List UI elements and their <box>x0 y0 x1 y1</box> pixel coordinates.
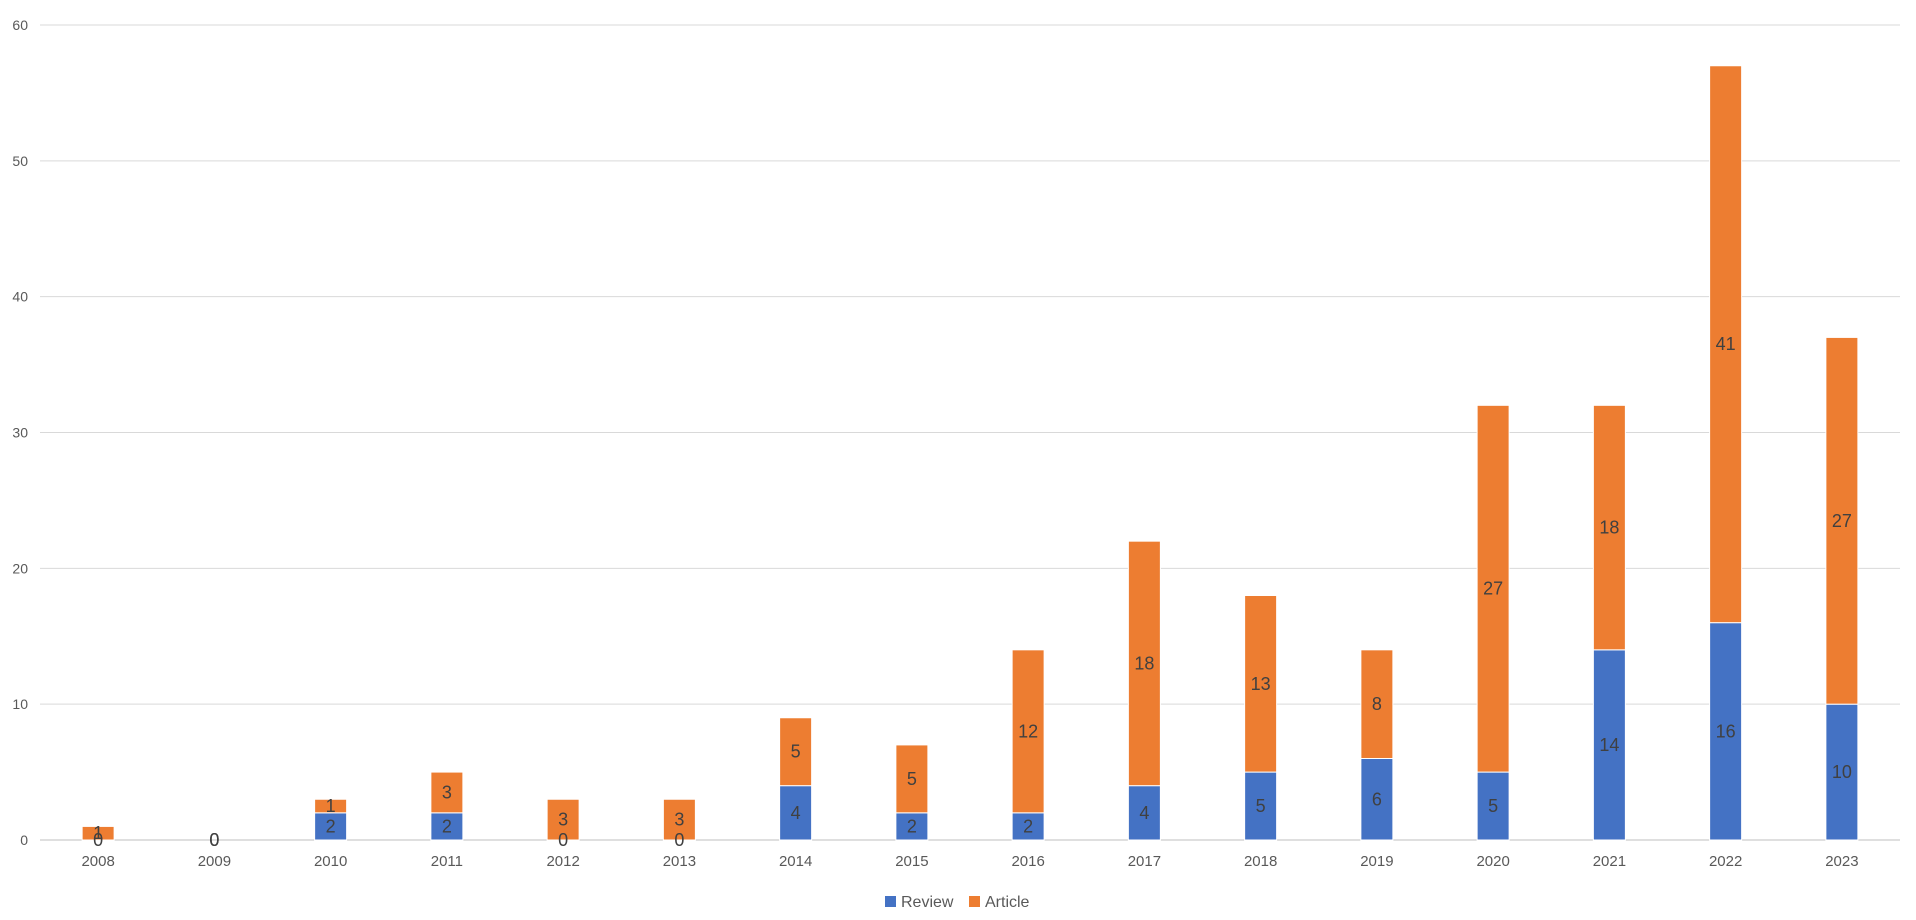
x-tick-label: 2023 <box>1825 853 1858 870</box>
bar-article-2022 <box>1709 65 1743 624</box>
data-label-review-2011: 2 <box>442 816 452 836</box>
y-tick-label: 10 <box>12 696 28 712</box>
x-tick-label: 2021 <box>1593 853 1626 870</box>
legend: Review Article <box>885 894 1030 911</box>
data-label-review-2014: 4 <box>791 803 801 823</box>
data-label-review-2022: 16 <box>1716 721 1736 741</box>
bars <box>81 65 1859 841</box>
bar-article-2010 <box>314 798 348 814</box>
data-label-review-2013: 0 <box>674 830 684 850</box>
data-label-article-2023: 27 <box>1832 511 1852 531</box>
data-label-review-2015: 2 <box>907 816 917 836</box>
legend-swatch-review <box>885 896 896 907</box>
x-tick-label: 2014 <box>779 853 812 870</box>
bar-article-2019 <box>1360 649 1394 759</box>
y-axis: 0 10 20 30 40 50 60 <box>12 17 28 848</box>
data-label-article-2012: 3 <box>558 810 568 830</box>
data-label-review-2019: 6 <box>1372 789 1382 809</box>
bar-review-2015 <box>895 812 929 841</box>
bar-article-2023 <box>1825 336 1859 705</box>
bar-review-2021 <box>1592 649 1626 841</box>
bar-review-2016 <box>1011 812 1045 841</box>
data-label-review-2008: 0 <box>93 830 103 850</box>
y-tick-label: 20 <box>12 560 28 576</box>
x-axis: 2008 2009 2010 2011 2012 2013 2014 2015 2016 2017… <box>81 853 1858 870</box>
data-label-review-2023: 10 <box>1832 762 1852 782</box>
y-tick-label: 40 <box>12 289 28 305</box>
bar-article-2018 <box>1244 595 1278 773</box>
data-label-article-2015: 5 <box>907 769 917 789</box>
bar-article-2020 <box>1476 404 1510 773</box>
data-label-review-2016: 2 <box>1023 816 1033 836</box>
data-label-article-2018: 13 <box>1251 674 1271 694</box>
data-label-article-2016: 12 <box>1018 721 1038 741</box>
x-tick-label: 2010 <box>314 853 347 870</box>
x-tick-label: 2019 <box>1360 853 1393 870</box>
bar-article-2014 <box>779 717 813 787</box>
data-label-review-2021: 14 <box>1599 735 1619 755</box>
data-label-article-2010: 1 <box>326 796 336 816</box>
data-label-review-2010: 2 <box>326 816 336 836</box>
data-label-article-2022: 41 <box>1716 334 1736 354</box>
data-label-article-2009: 0 <box>209 830 219 850</box>
bar-article-2017 <box>1127 540 1161 787</box>
gridlines <box>40 24 1900 841</box>
data-label-article-2017: 18 <box>1134 653 1154 673</box>
x-tick-label: 2016 <box>1011 853 1044 870</box>
y-tick-label: 0 <box>20 832 28 848</box>
bar-review-2018 <box>1244 771 1278 841</box>
data-label-article-2011: 3 <box>442 782 452 802</box>
bar-review-2022 <box>1709 622 1743 841</box>
legend-label-review: Review <box>901 894 954 911</box>
bar-review-2014 <box>779 785 813 841</box>
bar-article-2015 <box>895 744 929 814</box>
bar-review-2011 <box>430 812 464 841</box>
data-label-article-2013: 3 <box>674 810 684 830</box>
data-label-article-2014: 5 <box>791 742 801 762</box>
x-tick-label: 2011 <box>431 853 463 870</box>
x-tick-label: 2013 <box>663 853 696 870</box>
x-tick-label: 2008 <box>81 853 114 870</box>
data-label-review-2020: 5 <box>1488 796 1498 816</box>
data-label-article-2021: 18 <box>1599 518 1619 538</box>
bar-article-2011 <box>430 771 464 814</box>
bar-article-2008 <box>81 825 115 841</box>
x-tick-label: 2018 <box>1244 853 1277 870</box>
bar-article-2021 <box>1592 404 1626 651</box>
legend-swatch-article <box>969 896 980 907</box>
x-tick-label: 2015 <box>895 853 928 870</box>
y-tick-label: 30 <box>12 425 28 441</box>
x-tick-label: 2017 <box>1128 853 1161 870</box>
y-tick-label: 50 <box>12 153 28 169</box>
x-tick-label: 2009 <box>198 853 231 870</box>
data-label-review-2018: 5 <box>1256 796 1266 816</box>
y-tick-label: 60 <box>12 17 28 33</box>
legend-label-article: Article <box>985 894 1030 911</box>
bar-article-2013 <box>662 798 696 841</box>
bar-article-2012 <box>546 798 580 841</box>
data-label-review-2017: 4 <box>1139 803 1149 823</box>
data-label-review-2012: 0 <box>558 830 568 850</box>
x-tick-label: 2022 <box>1709 853 1742 870</box>
data-label-article-2008: 1 <box>93 823 103 843</box>
bar-review-2023 <box>1825 703 1859 841</box>
bar-review-2019 <box>1360 758 1394 841</box>
data-label-article-2019: 8 <box>1372 694 1382 714</box>
x-tick-label: 2012 <box>546 853 579 870</box>
bar-review-2020 <box>1476 771 1510 841</box>
x-tick-label: 2020 <box>1476 853 1509 870</box>
data-label-review-2009: 0 <box>209 830 219 850</box>
data-label-article-2020: 27 <box>1483 579 1503 599</box>
bar-article-2016 <box>1011 649 1045 814</box>
bar-review-2017 <box>1127 785 1161 841</box>
